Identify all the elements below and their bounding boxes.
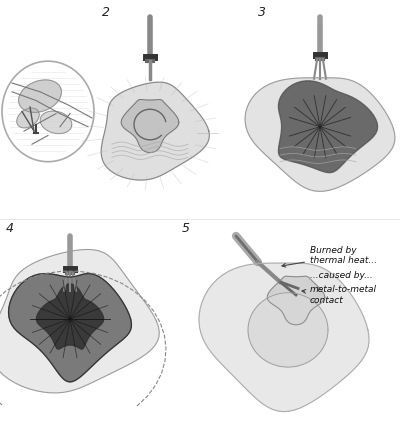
Text: 2: 2 [102, 6, 110, 19]
Text: 4: 4 [6, 222, 14, 235]
Polygon shape [17, 108, 39, 128]
Text: 5: 5 [182, 222, 190, 235]
Polygon shape [248, 293, 328, 367]
Polygon shape [0, 250, 159, 393]
Polygon shape [40, 111, 72, 134]
Polygon shape [8, 274, 131, 382]
Polygon shape [245, 78, 395, 191]
Polygon shape [278, 81, 378, 173]
Text: 3: 3 [258, 6, 266, 19]
Polygon shape [267, 276, 325, 325]
Text: metal-to-metal
contact: metal-to-metal contact [302, 285, 377, 305]
Polygon shape [18, 80, 62, 112]
Polygon shape [101, 82, 209, 180]
Polygon shape [199, 263, 369, 412]
Polygon shape [121, 100, 179, 153]
Text: ...caused by...: ...caused by... [310, 271, 373, 280]
Polygon shape [36, 284, 104, 349]
Text: Burned by
thermal heat...: Burned by thermal heat... [282, 246, 377, 267]
